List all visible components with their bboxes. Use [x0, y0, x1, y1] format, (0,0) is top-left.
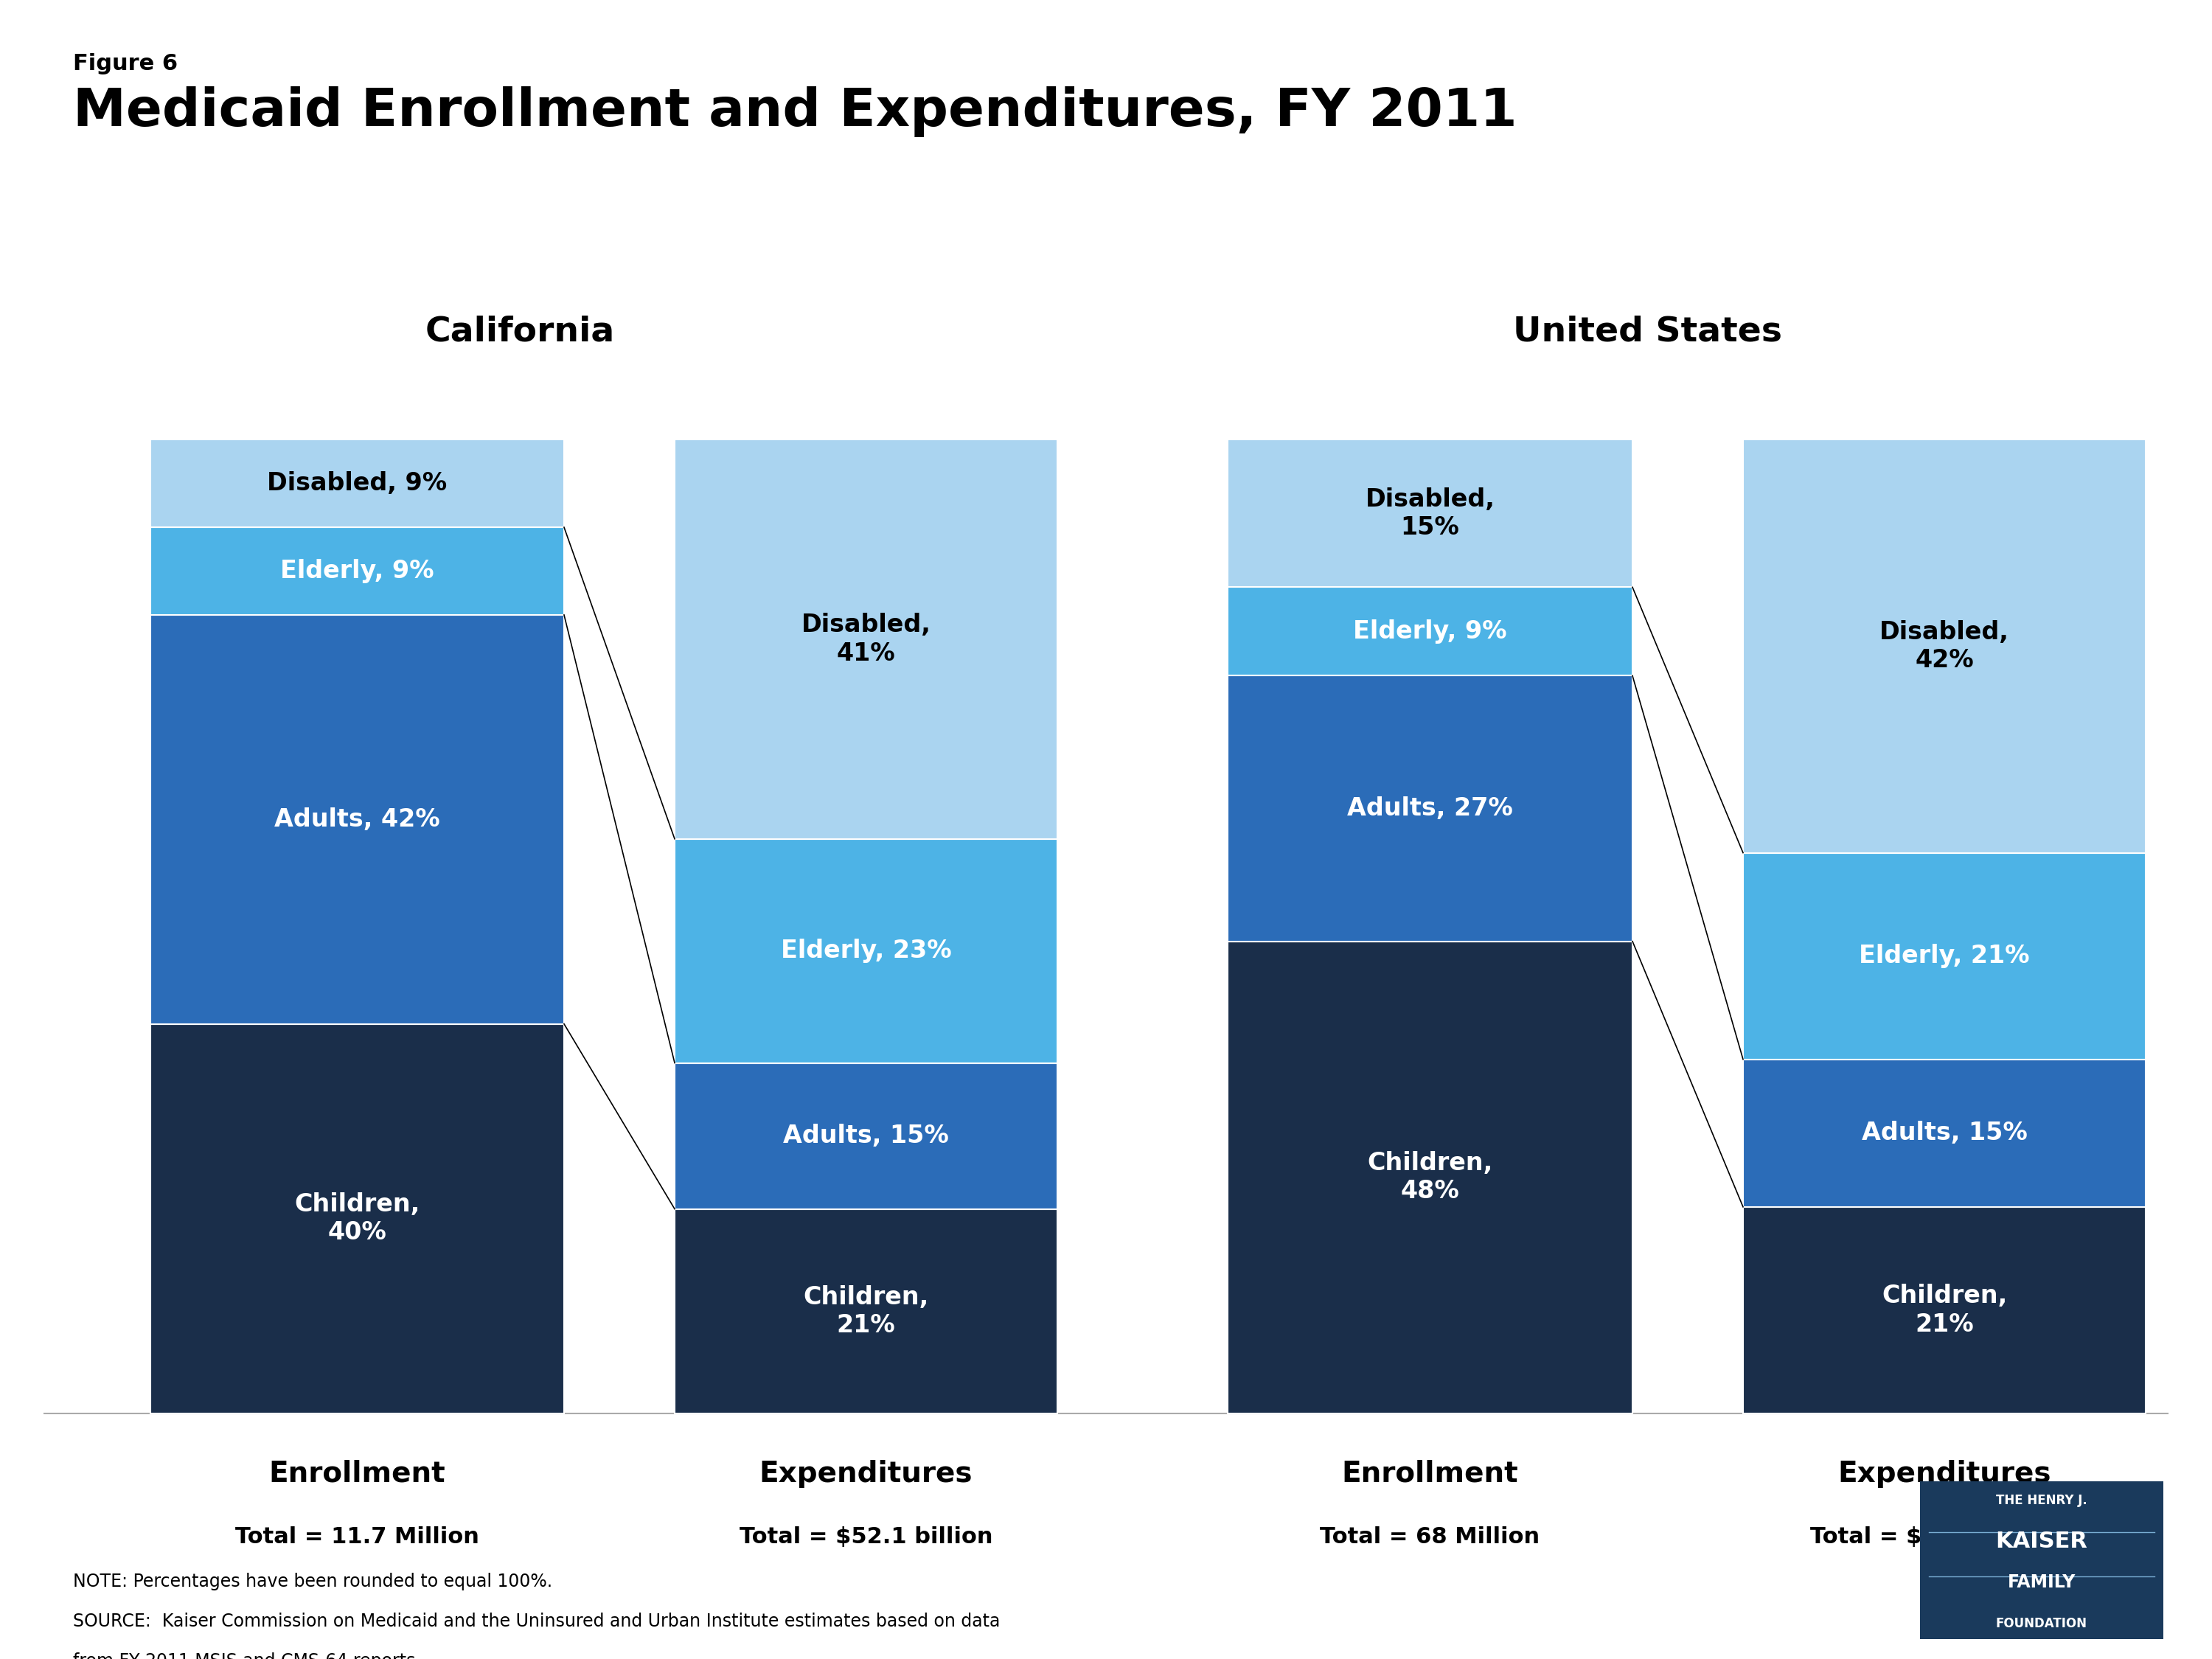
Text: KAISER: KAISER [1995, 1531, 2088, 1553]
Text: Adults, 27%: Adults, 27% [1347, 796, 1513, 821]
Text: THE HENRY J.: THE HENRY J. [1995, 1493, 2088, 1506]
Text: FOUNDATION: FOUNDATION [1995, 1616, 2088, 1629]
Text: Medicaid Enrollment and Expenditures, FY 2011: Medicaid Enrollment and Expenditures, FY… [73, 86, 1517, 138]
Text: Total = 11.7 Million: Total = 11.7 Million [234, 1526, 480, 1548]
Text: Elderly, 23%: Elderly, 23% [781, 939, 951, 964]
Bar [675, 440, 1057, 839]
Text: United States: United States [1513, 315, 1783, 348]
Text: Disabled,
41%: Disabled, 41% [801, 614, 931, 665]
Text: Elderly, 9%: Elderly, 9% [1354, 619, 1506, 644]
Bar [1743, 853, 2146, 1060]
Bar [1743, 1206, 2146, 1413]
Bar [1228, 440, 1632, 587]
Bar [1743, 440, 2146, 853]
Text: FAMILY: FAMILY [2008, 1573, 2075, 1591]
Bar [150, 1024, 564, 1413]
Bar [1743, 1060, 2146, 1206]
Text: NOTE: Percentages have been rounded to equal 100%.: NOTE: Percentages have been rounded to e… [73, 1573, 553, 1591]
Bar [150, 615, 564, 1024]
Text: California: California [425, 315, 615, 348]
Text: Children,
40%: Children, 40% [294, 1193, 420, 1244]
Text: Children,
21%: Children, 21% [803, 1286, 929, 1337]
Text: Disabled, 9%: Disabled, 9% [268, 471, 447, 496]
Text: Adults, 15%: Adults, 15% [1863, 1121, 2026, 1145]
Text: Expenditures: Expenditures [759, 1460, 973, 1488]
Bar [1228, 587, 1632, 675]
Text: Disabled,
42%: Disabled, 42% [1880, 620, 2008, 672]
Bar [675, 1063, 1057, 1209]
Text: Elderly, 9%: Elderly, 9% [281, 559, 434, 584]
Text: Total = $52.1 billion: Total = $52.1 billion [739, 1526, 993, 1548]
Bar [675, 839, 1057, 1063]
Text: Children,
48%: Children, 48% [1367, 1151, 1493, 1204]
Text: Total = 68 Million: Total = 68 Million [1321, 1526, 1540, 1548]
Text: SOURCE:  Kaiser Commission on Medicaid and the Uninsured and Urban Institute est: SOURCE: Kaiser Commission on Medicaid an… [73, 1613, 1000, 1631]
Text: Children,
21%: Children, 21% [1882, 1284, 2006, 1337]
Text: Elderly, 21%: Elderly, 21% [1858, 944, 2031, 969]
Text: from FY 2011 MSIS and CMS-64 reports.: from FY 2011 MSIS and CMS-64 reports. [73, 1652, 420, 1659]
Text: Adults, 15%: Adults, 15% [783, 1123, 949, 1148]
Bar [675, 1209, 1057, 1413]
Bar [1920, 1481, 2163, 1639]
Text: Adults, 42%: Adults, 42% [274, 808, 440, 831]
Text: Figure 6: Figure 6 [73, 53, 177, 75]
Bar [1228, 941, 1632, 1413]
Bar [150, 528, 564, 615]
Text: Expenditures: Expenditures [1838, 1460, 2051, 1488]
Text: Total = $397.6 billion: Total = $397.6 billion [1809, 1526, 2079, 1548]
Text: Enrollment: Enrollment [1343, 1460, 1517, 1488]
Bar [150, 440, 564, 528]
Text: Disabled,
15%: Disabled, 15% [1365, 488, 1495, 539]
Bar [1228, 675, 1632, 941]
Text: Enrollment: Enrollment [270, 1460, 445, 1488]
